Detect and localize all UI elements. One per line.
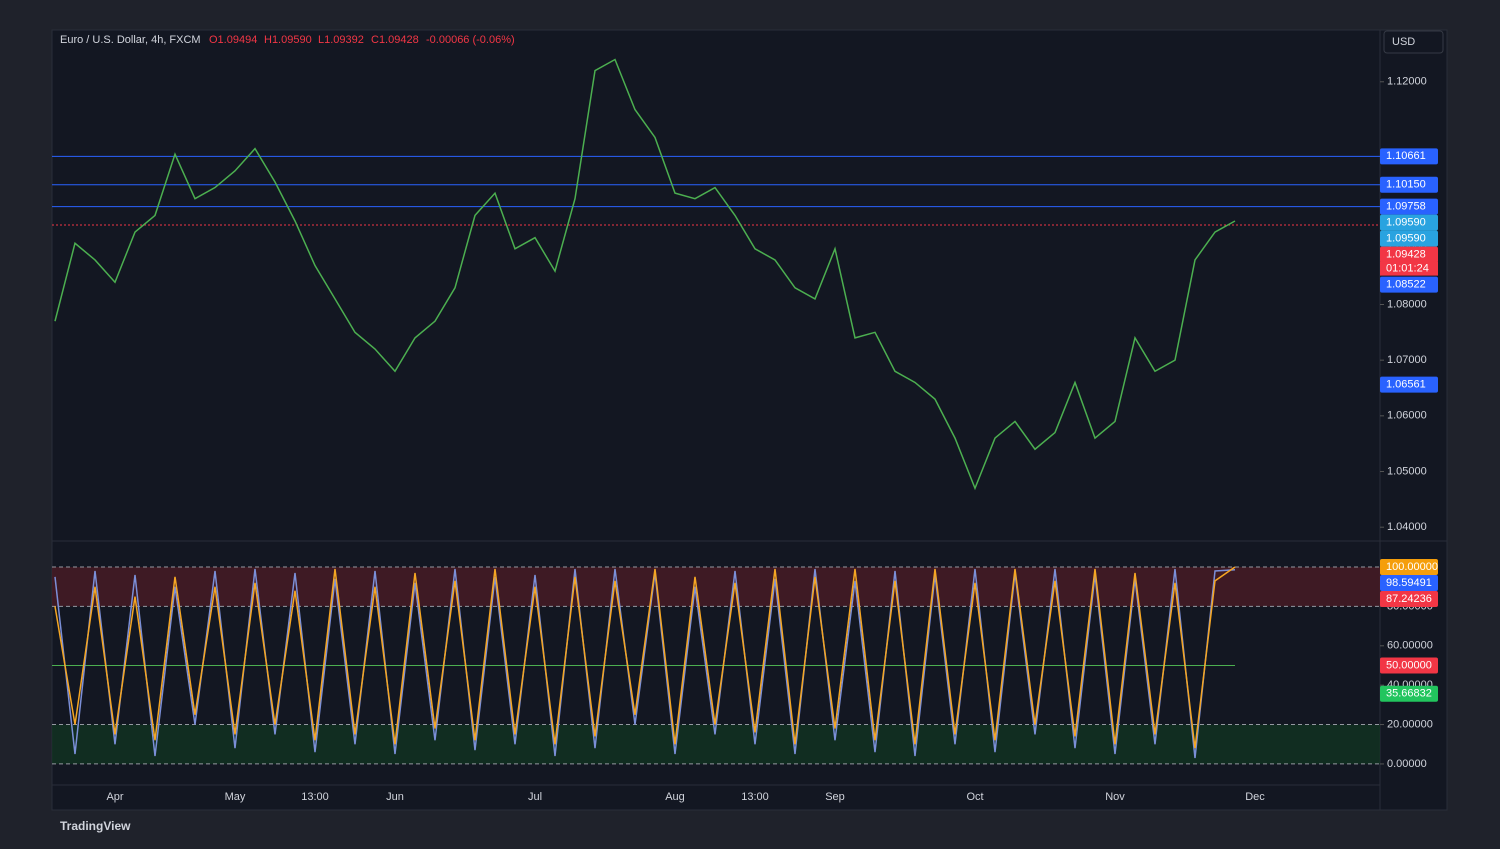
open: O1.09494: [209, 34, 257, 46]
level-label: 50.00000: [1386, 659, 1432, 671]
x-tick-label: Oct: [966, 791, 983, 803]
y-tick-label: 1.04000: [1387, 521, 1427, 533]
level-label: 35.66832: [1386, 688, 1432, 700]
x-tick-label: Apr: [106, 791, 123, 803]
high: H1.09590: [264, 34, 312, 46]
level-badge: [1380, 685, 1438, 702]
x-tick-label: Jul: [528, 791, 542, 803]
series-line: [54, 566, 1236, 749]
level-badge: [1380, 575, 1438, 592]
chart-panel: [51, 29, 1448, 811]
level-label: 87.24236: [1386, 593, 1432, 605]
symbol: Euro / U.S. Dollar, 4h, FXCM: [60, 34, 201, 46]
x-tick-label: Nov: [1105, 791, 1125, 803]
series-line: [54, 568, 1236, 759]
y-tick-label: 20.00000: [1387, 718, 1433, 730]
level-badge: [1380, 198, 1438, 215]
y-tick-label: 1.08000: [1387, 298, 1427, 310]
level-label: 1.09590: [1386, 217, 1426, 229]
x-tick-label: Dec: [1245, 791, 1265, 803]
y-tick-label: 1.07000: [1387, 354, 1427, 366]
level-badge: [1380, 657, 1438, 674]
level-label: 98.59491: [1386, 577, 1432, 589]
level-label: 1.09590: [1386, 233, 1426, 245]
level-label: 1.10150: [1386, 179, 1426, 191]
y-tick-label: 60.00000: [1387, 640, 1433, 652]
x-tick-label: 13:00: [741, 791, 769, 803]
level-label: 100.00000: [1386, 561, 1438, 573]
countdown-badge: [1380, 261, 1438, 276]
series-line: [54, 58, 1236, 491]
level-label: 1.08522: [1386, 279, 1426, 291]
x-tick-label: Sep: [825, 791, 845, 803]
x-tick-label: Jun: [386, 791, 404, 803]
countdown: 01:01:24: [1386, 263, 1429, 275]
y-tick-label: 0.00000: [1387, 758, 1427, 770]
level-badge: [1380, 276, 1438, 293]
level-badge: [1380, 214, 1438, 231]
currency: USD: [1392, 36, 1415, 48]
currency-button[interactable]: [1383, 30, 1444, 54]
level-badge: [1380, 148, 1438, 165]
y-tick-label: 1.12000: [1387, 76, 1427, 88]
zone: [52, 567, 1380, 607]
x-tick-label: Aug: [665, 791, 685, 803]
level-label: 1.10661: [1386, 150, 1426, 162]
y-tick-label: 1.06000: [1387, 410, 1427, 422]
level-label: 1.06561: [1386, 379, 1426, 391]
level-label: 1.09428: [1386, 249, 1426, 261]
change: -0.00066 (-0.06%): [426, 34, 515, 46]
level-badge: [1380, 591, 1438, 608]
x-tick-label: 13:00: [301, 791, 329, 803]
x-tick-label: May: [225, 791, 246, 803]
level-badge: [1380, 376, 1438, 393]
level-badge: [1380, 230, 1438, 247]
brand: TradingView: [60, 819, 131, 833]
level-badge: [1380, 246, 1438, 263]
level-badge: [1380, 176, 1438, 193]
level-label: 1.09758: [1386, 201, 1426, 213]
level-badge: [1380, 559, 1438, 576]
close: C1.09428: [371, 34, 419, 46]
low: L1.09392: [318, 34, 364, 46]
y-tick-label: 1.05000: [1387, 465, 1427, 477]
